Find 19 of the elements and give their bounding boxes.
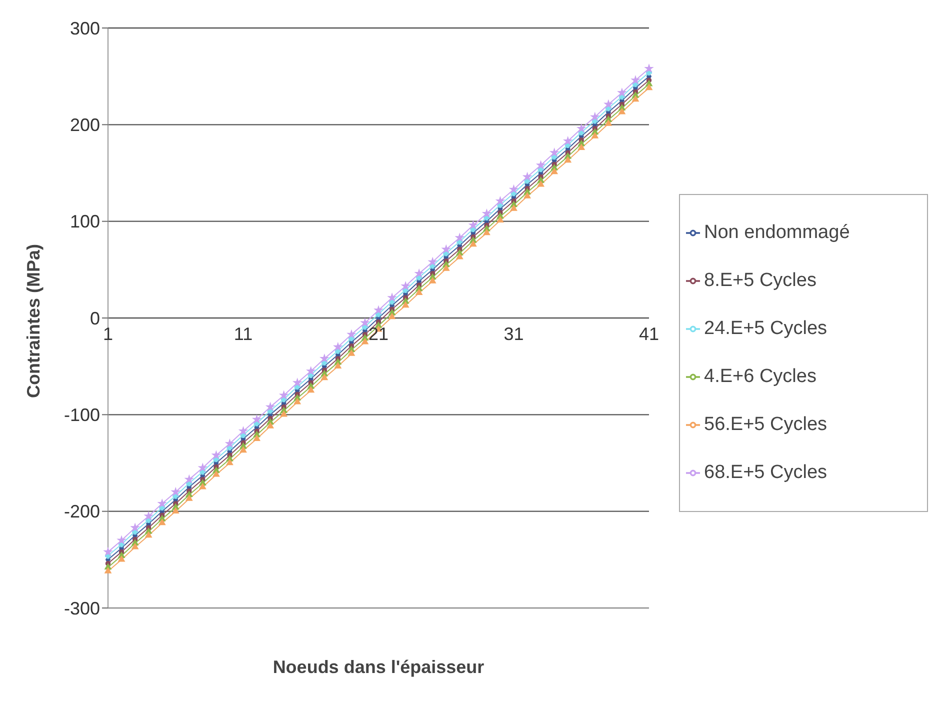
legend-label: Non endommagé	[704, 222, 850, 243]
legend-label: 68.E+5 Cycles	[704, 462, 828, 483]
y-tick-label: -300	[64, 598, 100, 618]
legend-label: 24.E+5 Cycles	[704, 318, 828, 339]
legend-label: 8.E+5 Cycles	[704, 270, 816, 291]
y-tick-label: 200	[70, 115, 100, 136]
x-tick-label: 11	[234, 324, 253, 344]
y-tick-label: 0	[90, 308, 100, 328]
y-tick-label: 300	[70, 18, 100, 38]
legend-label: 4.E+6 Cycles	[704, 366, 816, 387]
x-axis-title: Noeuds dans l'épaisseur	[272, 657, 484, 677]
y-tick-label: -200	[64, 502, 100, 522]
x-tick-label: 31	[504, 324, 524, 344]
x-tick-label: 41	[638, 324, 660, 344]
y-axis-title: Contraintes (MPa)	[23, 244, 44, 398]
y-tick-label: -100	[64, 405, 100, 426]
x-tick-label: 1	[102, 324, 114, 344]
legend-label: 56.E+5 Cycles	[704, 414, 828, 435]
y-tick-label: 100	[70, 212, 100, 232]
